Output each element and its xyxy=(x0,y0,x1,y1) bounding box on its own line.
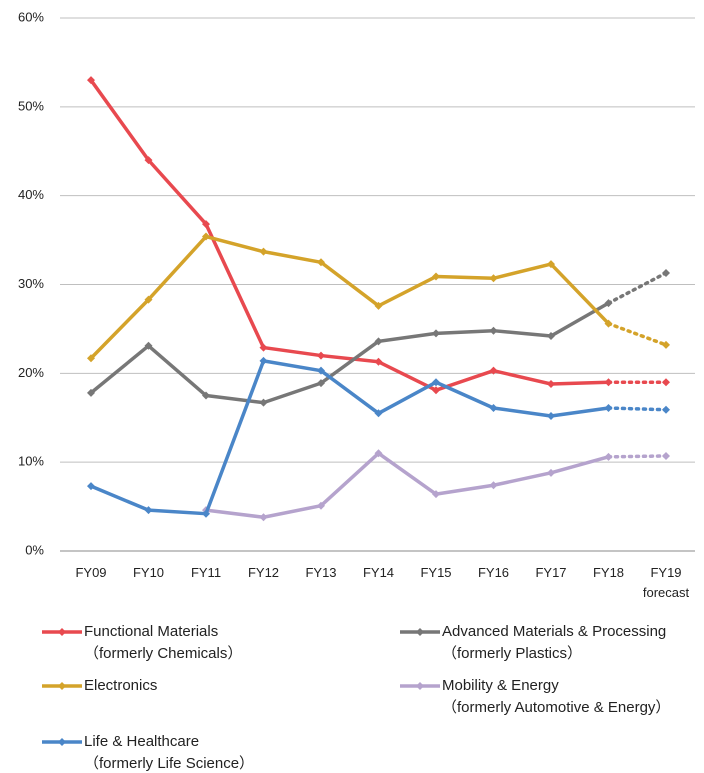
point-marker xyxy=(662,268,670,277)
x-tick-label: FY18 xyxy=(593,565,624,580)
point-marker xyxy=(604,403,613,412)
point-marker xyxy=(432,386,440,395)
point-marker xyxy=(317,501,325,510)
legend-marker xyxy=(416,682,424,690)
point-marker xyxy=(202,220,210,229)
x-tick-label: FY10 xyxy=(133,565,164,580)
y-tick-label: 10% xyxy=(18,454,44,469)
series-line xyxy=(89,301,610,405)
series-line xyxy=(89,79,609,392)
point-marker xyxy=(432,490,440,499)
legend-label: Mobility & Energy （formerly Automotive & … xyxy=(442,677,670,716)
point-marker xyxy=(87,388,95,397)
point-marker xyxy=(662,451,670,460)
point-marker xyxy=(317,258,325,267)
point-marker xyxy=(489,326,498,335)
y-tick-label: 30% xyxy=(18,276,44,291)
x-tick-label: FY17 xyxy=(535,565,566,580)
point-marker xyxy=(547,468,555,477)
y-tick-label: 50% xyxy=(18,98,44,113)
series-line xyxy=(89,234,610,360)
y-tick-label: 40% xyxy=(18,187,44,202)
x-tick-label: FY12 xyxy=(248,565,279,580)
point-marker xyxy=(374,301,383,310)
legend-marker xyxy=(58,682,66,690)
point-marker xyxy=(87,482,95,491)
forecast-line xyxy=(606,271,668,305)
point-marker xyxy=(259,247,268,256)
point-marker xyxy=(604,319,613,328)
point-marker xyxy=(547,379,555,388)
legend: Functional Materials （formerly Chemicals）… xyxy=(42,623,670,772)
point-marker xyxy=(489,366,498,375)
point-marker xyxy=(547,260,555,269)
series-line xyxy=(90,359,609,516)
point-marker xyxy=(317,379,325,388)
point-marker xyxy=(547,411,555,420)
x-tick-label: FY13 xyxy=(305,565,336,580)
point-marker xyxy=(144,156,153,165)
point-marker xyxy=(202,391,210,400)
point-marker xyxy=(604,378,613,387)
x-tick-label: FY14 xyxy=(363,565,394,580)
point-marker xyxy=(662,340,670,349)
point-marker xyxy=(87,76,95,85)
forecast-line xyxy=(606,321,668,347)
point-marker xyxy=(489,403,498,412)
point-marker xyxy=(489,274,498,283)
y-tick-label: 60% xyxy=(18,9,44,24)
point-marker xyxy=(662,378,670,387)
point-marker xyxy=(547,332,555,341)
y-tick-label: 0% xyxy=(25,542,44,557)
point-marker xyxy=(259,513,268,522)
legend-label: Life & Healthcare （formerly Life Science） xyxy=(84,733,254,772)
x-tick-label: FY16 xyxy=(478,565,509,580)
point-marker xyxy=(489,481,498,490)
legend-label: Electronics xyxy=(84,677,157,694)
y-tick-label: 20% xyxy=(18,365,44,380)
legend-marker xyxy=(58,628,66,636)
point-marker xyxy=(259,398,268,407)
point-marker xyxy=(144,295,153,304)
point-marker xyxy=(662,405,670,414)
legend-marker xyxy=(58,738,66,746)
x-tick-label: FY09 xyxy=(75,565,106,580)
forecast-line xyxy=(606,454,668,459)
point-marker xyxy=(202,509,210,518)
point-marker xyxy=(374,449,383,458)
point-marker xyxy=(374,337,383,346)
point-marker xyxy=(604,299,613,308)
legend-marker xyxy=(416,628,424,636)
point-marker xyxy=(259,343,268,352)
point-marker xyxy=(144,341,153,350)
point-marker xyxy=(317,351,325,360)
legend-label: Functional Materials （formerly Chemicals） xyxy=(84,623,242,662)
point-marker xyxy=(259,356,268,365)
point-marker xyxy=(604,452,613,461)
point-marker xyxy=(374,409,383,418)
point-marker xyxy=(432,378,440,387)
point-marker xyxy=(317,366,325,375)
legend-label: Advanced Materials & Processing （formerly… xyxy=(442,623,666,662)
x-tick-label: FY11 xyxy=(191,565,221,580)
point-marker xyxy=(432,329,440,338)
forecast-line xyxy=(606,406,668,412)
x-tick-label: FY15 xyxy=(420,565,451,580)
point-marker xyxy=(144,506,153,515)
series-line xyxy=(205,451,609,519)
x-tick-label: FY19 forecast xyxy=(643,565,690,600)
point-marker xyxy=(432,272,440,281)
point-marker xyxy=(202,232,210,241)
point-marker xyxy=(87,354,95,363)
point-marker xyxy=(374,357,383,366)
